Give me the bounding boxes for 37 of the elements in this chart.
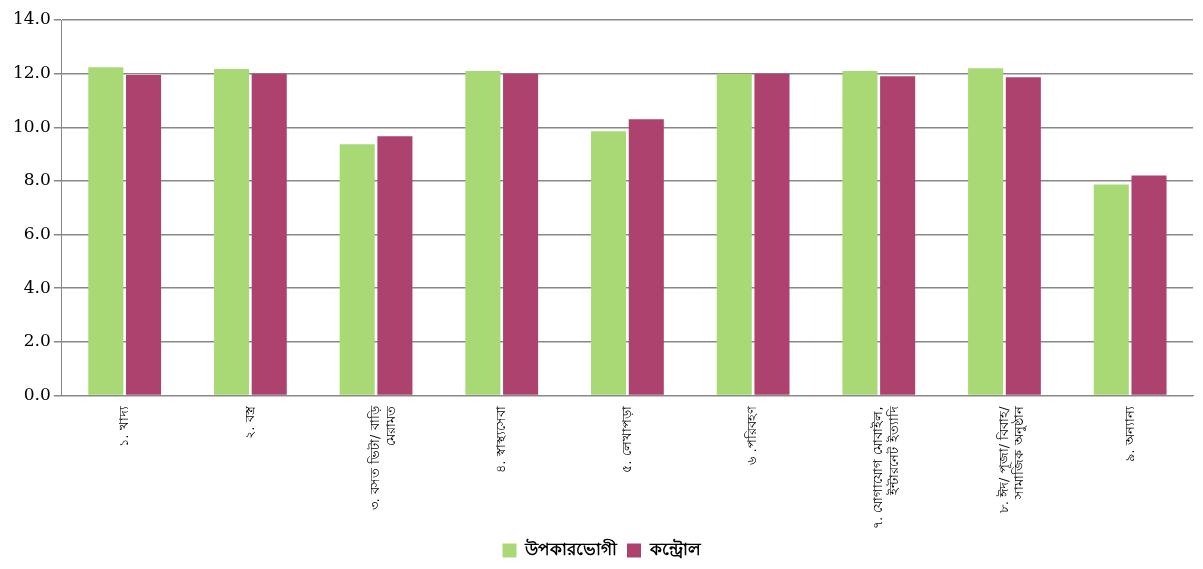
- x-tick-label: ৯. অন্যান্য: [1121, 406, 1137, 462]
- bar: [465, 70, 501, 395]
- x-tick-label: ৭. যোগাযোগ মোবাইল, ইন্টারনেট ইত্যাদি: [870, 406, 901, 529]
- bar: [88, 67, 124, 395]
- bar: [503, 73, 539, 395]
- y-tick-label: 4.0: [23, 276, 51, 297]
- bar: [377, 136, 413, 395]
- x-tick-label: ৩. বসত ভিটা/ বাড়ি মেরামত: [367, 405, 399, 511]
- y-tick-label: 8.0: [23, 169, 51, 190]
- y-tick-label: 2.0: [23, 330, 51, 351]
- bar: [339, 144, 375, 395]
- y-tick-label: 0.0: [23, 383, 51, 404]
- bar: [754, 73, 790, 395]
- bar: [126, 74, 162, 395]
- y-tick-label: 14.0: [12, 8, 51, 29]
- bar: [716, 73, 752, 395]
- y-tick-label: 12.0: [12, 62, 51, 83]
- x-tick-label: ৪. স্বাস্থ্যসেবা: [493, 406, 509, 473]
- bar: [591, 131, 627, 395]
- x-tick-label: ১. খাদ্য: [116, 406, 132, 447]
- bar: [842, 70, 878, 395]
- bar: [880, 76, 916, 395]
- y-tick-label: 6.0: [23, 222, 51, 243]
- bar: [1005, 77, 1041, 395]
- bar: [213, 69, 250, 395]
- x-tick-label: ৫. লেখাপড়া: [618, 406, 634, 473]
- legend-label: কন্ট্রোল: [648, 537, 702, 559]
- x-tick-label: ৬ .পরিবহণ: [744, 405, 760, 465]
- bar: [628, 119, 664, 395]
- x-tick-label: ৮. ঈদ/ পূজা/ বিবাহ/ সামাজিক অনুষ্ঠান: [995, 405, 1028, 514]
- legend-label: উপকারভোগী: [524, 537, 618, 559]
- bar: [1131, 175, 1167, 395]
- bar: [1093, 184, 1129, 395]
- bar: [968, 68, 1004, 395]
- y-tick-label: 10.0: [12, 115, 51, 136]
- x-tick-label: ২. বস্ত্র: [241, 405, 257, 439]
- bar: [251, 73, 287, 395]
